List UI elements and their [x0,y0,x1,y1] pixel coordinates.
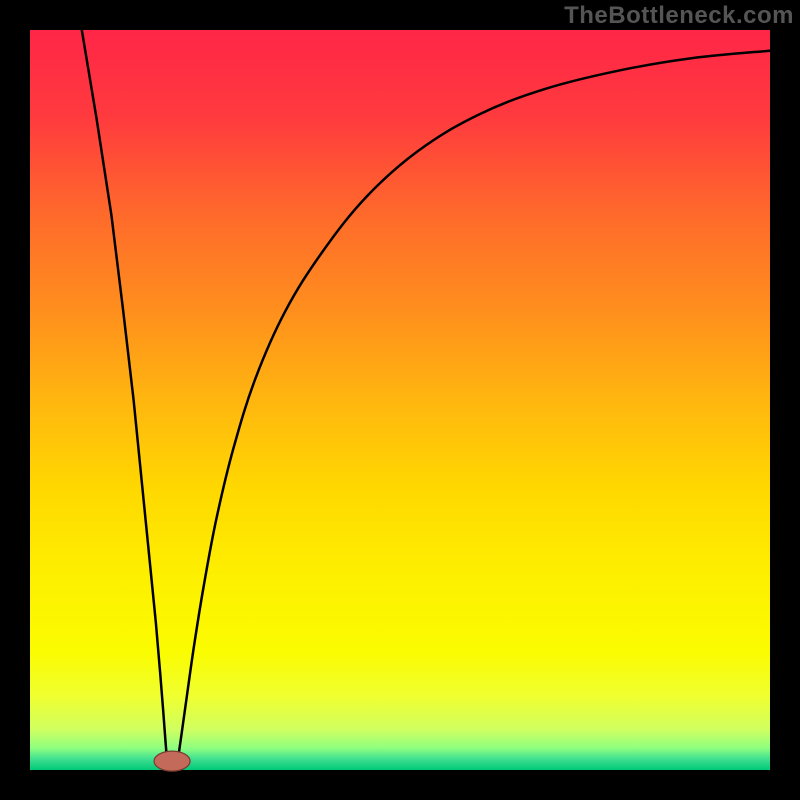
plot-background [30,30,770,770]
chart-svg [0,0,800,800]
chart-container: TheBottleneck.com [0,0,800,800]
minimum-marker [154,751,190,771]
